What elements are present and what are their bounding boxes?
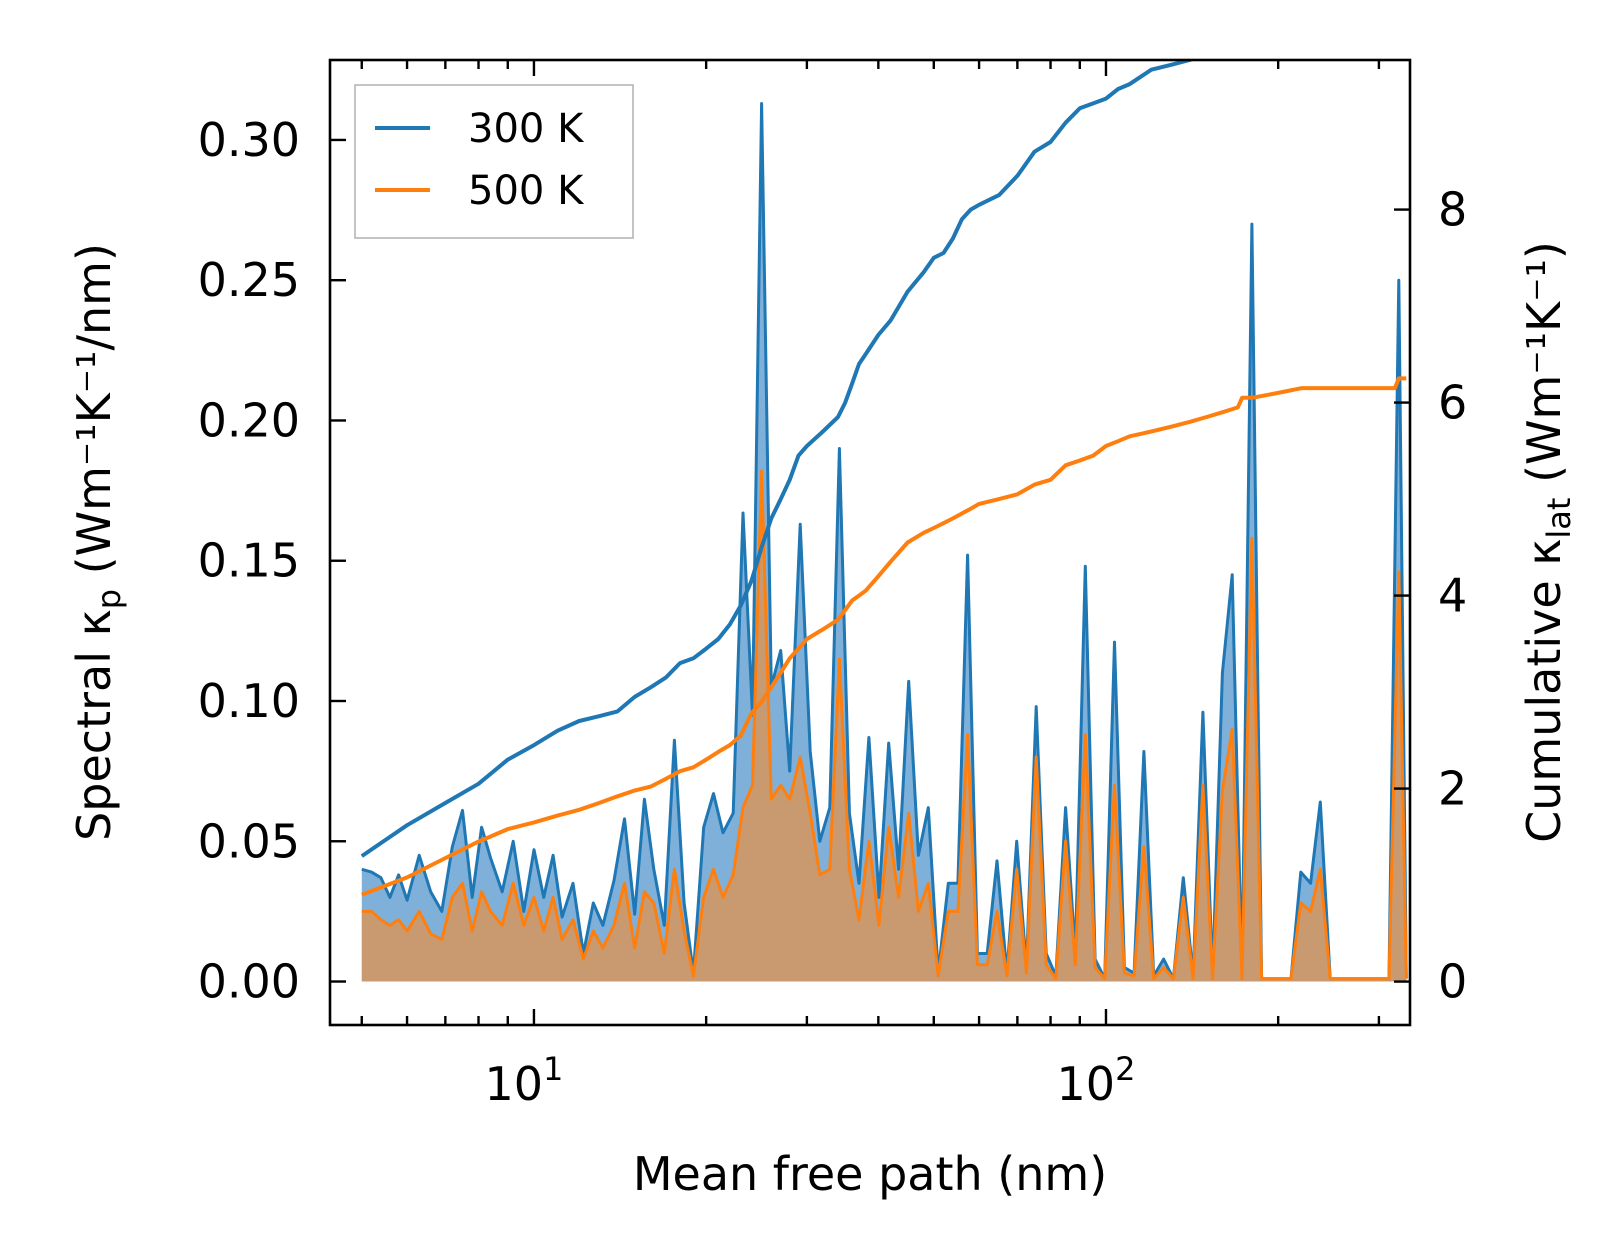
y-tick-label: 0.30 (198, 113, 300, 167)
x-tick-label: 101 (485, 1050, 564, 1111)
y-tick-label: 0.00 (198, 955, 300, 1009)
x-tick-label: 102 (1057, 1050, 1136, 1111)
y-tick-label: 0.20 (198, 393, 300, 447)
spectral-500k-line (361, 469, 1408, 981)
y2-tick-label: 6 (1438, 376, 1467, 430)
y-axis-ticks: 0.00 0.05 0.10 0.15 0.20 0.25 0.30 (198, 113, 346, 1009)
cumulative-300k-line (360, 60, 1198, 858)
spectral-300k-line (361, 102, 1408, 981)
y2-tick-label: 4 (1438, 569, 1467, 623)
x-axis-title: Mean free path (nm) (633, 1147, 1107, 1201)
plot-frame (328, 58, 1412, 1027)
y-tick-label: 0.10 (198, 674, 300, 728)
y2-axis-title: Cumulative κlat (Wm⁻¹K⁻¹) (1517, 241, 1578, 843)
legend-label-500k: 500 K (468, 168, 585, 214)
y2-tick-label: 8 (1438, 183, 1467, 237)
legend-label-300k: 300 K (468, 106, 585, 152)
cumulative-lines (360, 60, 1407, 897)
y-tick-label: 0.15 (198, 534, 300, 588)
y-tick-label: 0.05 (198, 814, 300, 868)
legend-box (354, 84, 634, 239)
cumulative-500k-line (361, 376, 1407, 897)
spectral-300k-area (361, 103, 1407, 982)
y2-axis-ticks: 0 2 4 6 8 (1394, 183, 1467, 1009)
x-axis-ticks: 101 102 (360, 60, 1381, 1111)
spectral-areas (361, 102, 1408, 982)
y-tick-label: 0.25 (198, 253, 300, 307)
y-axis-title: Spectral κp (Wm⁻¹K⁻¹/nm) (67, 243, 128, 841)
legend: 300 K 500 K (354, 84, 634, 239)
y2-tick-label: 0 (1438, 955, 1467, 1009)
y2-tick-label: 2 (1438, 762, 1467, 816)
